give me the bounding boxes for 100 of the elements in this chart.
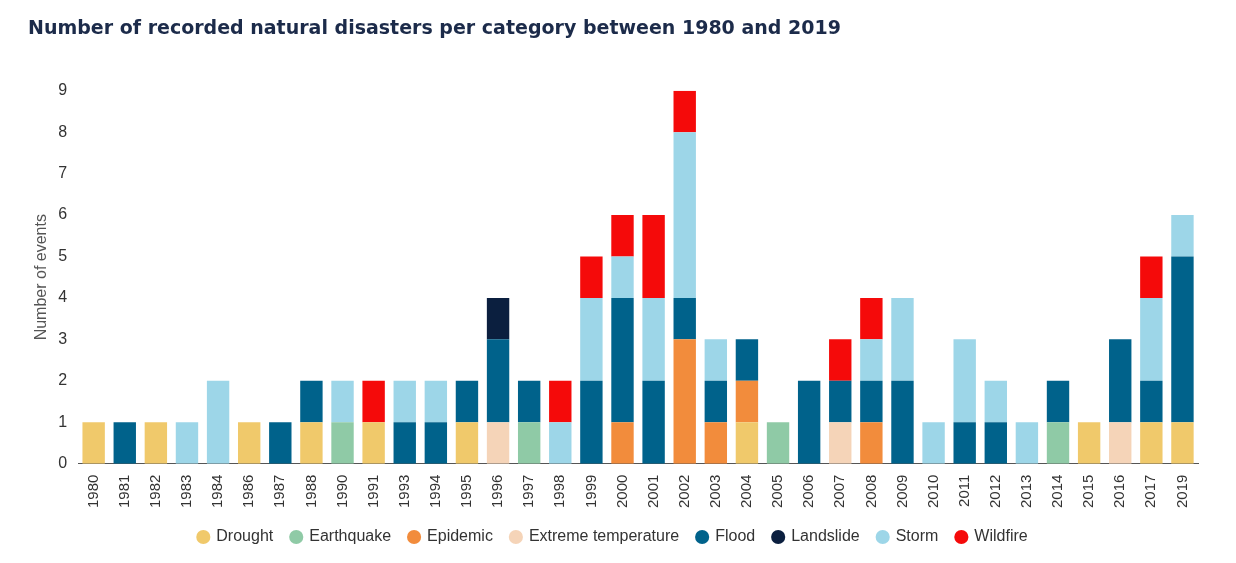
bar [269, 422, 292, 464]
chart-title: Number of recorded natural disasters per category between 1980 and 2019 [28, 16, 841, 39]
x-tick-label: 2004 [737, 474, 755, 509]
y-tick-label: 2 [58, 371, 68, 389]
x-tick-label: 2009 [892, 474, 910, 509]
bar [673, 297, 696, 340]
bar [206, 380, 230, 464]
bar [735, 422, 759, 464]
bar [611, 422, 634, 464]
bar [517, 380, 541, 423]
y-tick-label: 1 [58, 412, 68, 430]
bar [829, 422, 852, 464]
x-tick-label: 1987 [270, 474, 288, 509]
y-tick-label: 7 [58, 164, 68, 182]
bar [362, 422, 385, 464]
x-tick-label: 2012 [985, 474, 1003, 509]
bar [673, 339, 696, 464]
bar [611, 256, 634, 298]
bar [486, 297, 510, 340]
bar [984, 380, 1007, 423]
y-axis-title: Number of events [32, 214, 50, 341]
bar [175, 422, 199, 464]
x-tick-label: 2001 [643, 474, 661, 509]
bar [455, 380, 479, 423]
bar [580, 256, 603, 298]
bar [580, 380, 603, 464]
x-tick-label: 2007 [830, 474, 848, 509]
x-tick-label: 2015 [1079, 474, 1097, 509]
x-tick-label: 1995 [457, 474, 475, 509]
bar [704, 422, 728, 464]
bar [517, 422, 541, 464]
bar [331, 422, 354, 464]
y-tick-label: 8 [58, 122, 68, 140]
bar [642, 380, 665, 464]
bar [611, 297, 634, 423]
bar [424, 422, 448, 464]
bar [1140, 380, 1163, 423]
bar [984, 422, 1007, 464]
legend-label: Storm [895, 527, 939, 545]
bar [393, 422, 416, 464]
bar [860, 339, 883, 381]
bar [642, 297, 665, 381]
bar [1109, 339, 1132, 423]
bar [860, 422, 883, 464]
bar [144, 422, 168, 464]
legend-label: Wildfire [974, 527, 1028, 545]
legend-label: Epidemic [427, 527, 493, 545]
x-tick-label: 1981 [114, 474, 132, 509]
bar [300, 380, 323, 423]
x-tick-label: 2010 [923, 474, 941, 509]
y-tick-label: 9 [58, 81, 68, 99]
x-tick-label: 1993 [394, 474, 412, 509]
bar [300, 422, 323, 464]
bar [1171, 422, 1194, 464]
bar [1015, 422, 1039, 464]
bar [424, 380, 448, 423]
bar [673, 90, 696, 133]
x-tick-label: 1997 [519, 474, 537, 509]
legend-label: Landslide [791, 527, 860, 545]
bar [82, 422, 105, 464]
bar [1077, 422, 1101, 464]
x-tick-label: 2016 [1110, 474, 1128, 509]
x-tick-label: 2006 [799, 474, 817, 509]
bar [549, 422, 572, 464]
legend-label: Earthquake [309, 527, 392, 545]
bar [549, 380, 572, 423]
bar [580, 297, 603, 381]
legend-label: Extreme temperature [528, 527, 680, 545]
bar [860, 380, 883, 423]
legend-label: Drought [216, 527, 274, 545]
x-tick-label: 1984 [208, 474, 226, 509]
y-tick-label: 6 [58, 205, 68, 223]
bar [393, 380, 416, 423]
y-tick-label: 4 [58, 288, 68, 306]
bar [1171, 215, 1194, 257]
bar [766, 422, 790, 464]
bar [829, 380, 852, 423]
bar [611, 215, 634, 257]
bar [953, 422, 976, 464]
legend-label: Flood [715, 527, 756, 545]
bar [1140, 256, 1163, 298]
y-tick-label: 0 [58, 454, 68, 472]
bar [704, 380, 728, 423]
y-tick-label: 3 [58, 329, 68, 347]
bar [642, 215, 665, 298]
bar [1046, 380, 1070, 423]
x-tick-label: 2003 [705, 474, 723, 509]
x-tick-label: 1980 [83, 474, 101, 509]
x-tick-label: 2000 [612, 474, 630, 509]
bar [1109, 422, 1132, 464]
bar [891, 380, 914, 464]
x-tick-label: 2013 [1017, 474, 1035, 509]
bar [1046, 422, 1070, 464]
x-tick-label: 1986 [239, 474, 257, 509]
x-tick-label: 1998 [550, 474, 568, 509]
bar [953, 339, 976, 423]
bar [486, 422, 510, 464]
bar [1140, 297, 1163, 381]
y-tick-label: 5 [58, 246, 68, 264]
bar [362, 380, 385, 423]
